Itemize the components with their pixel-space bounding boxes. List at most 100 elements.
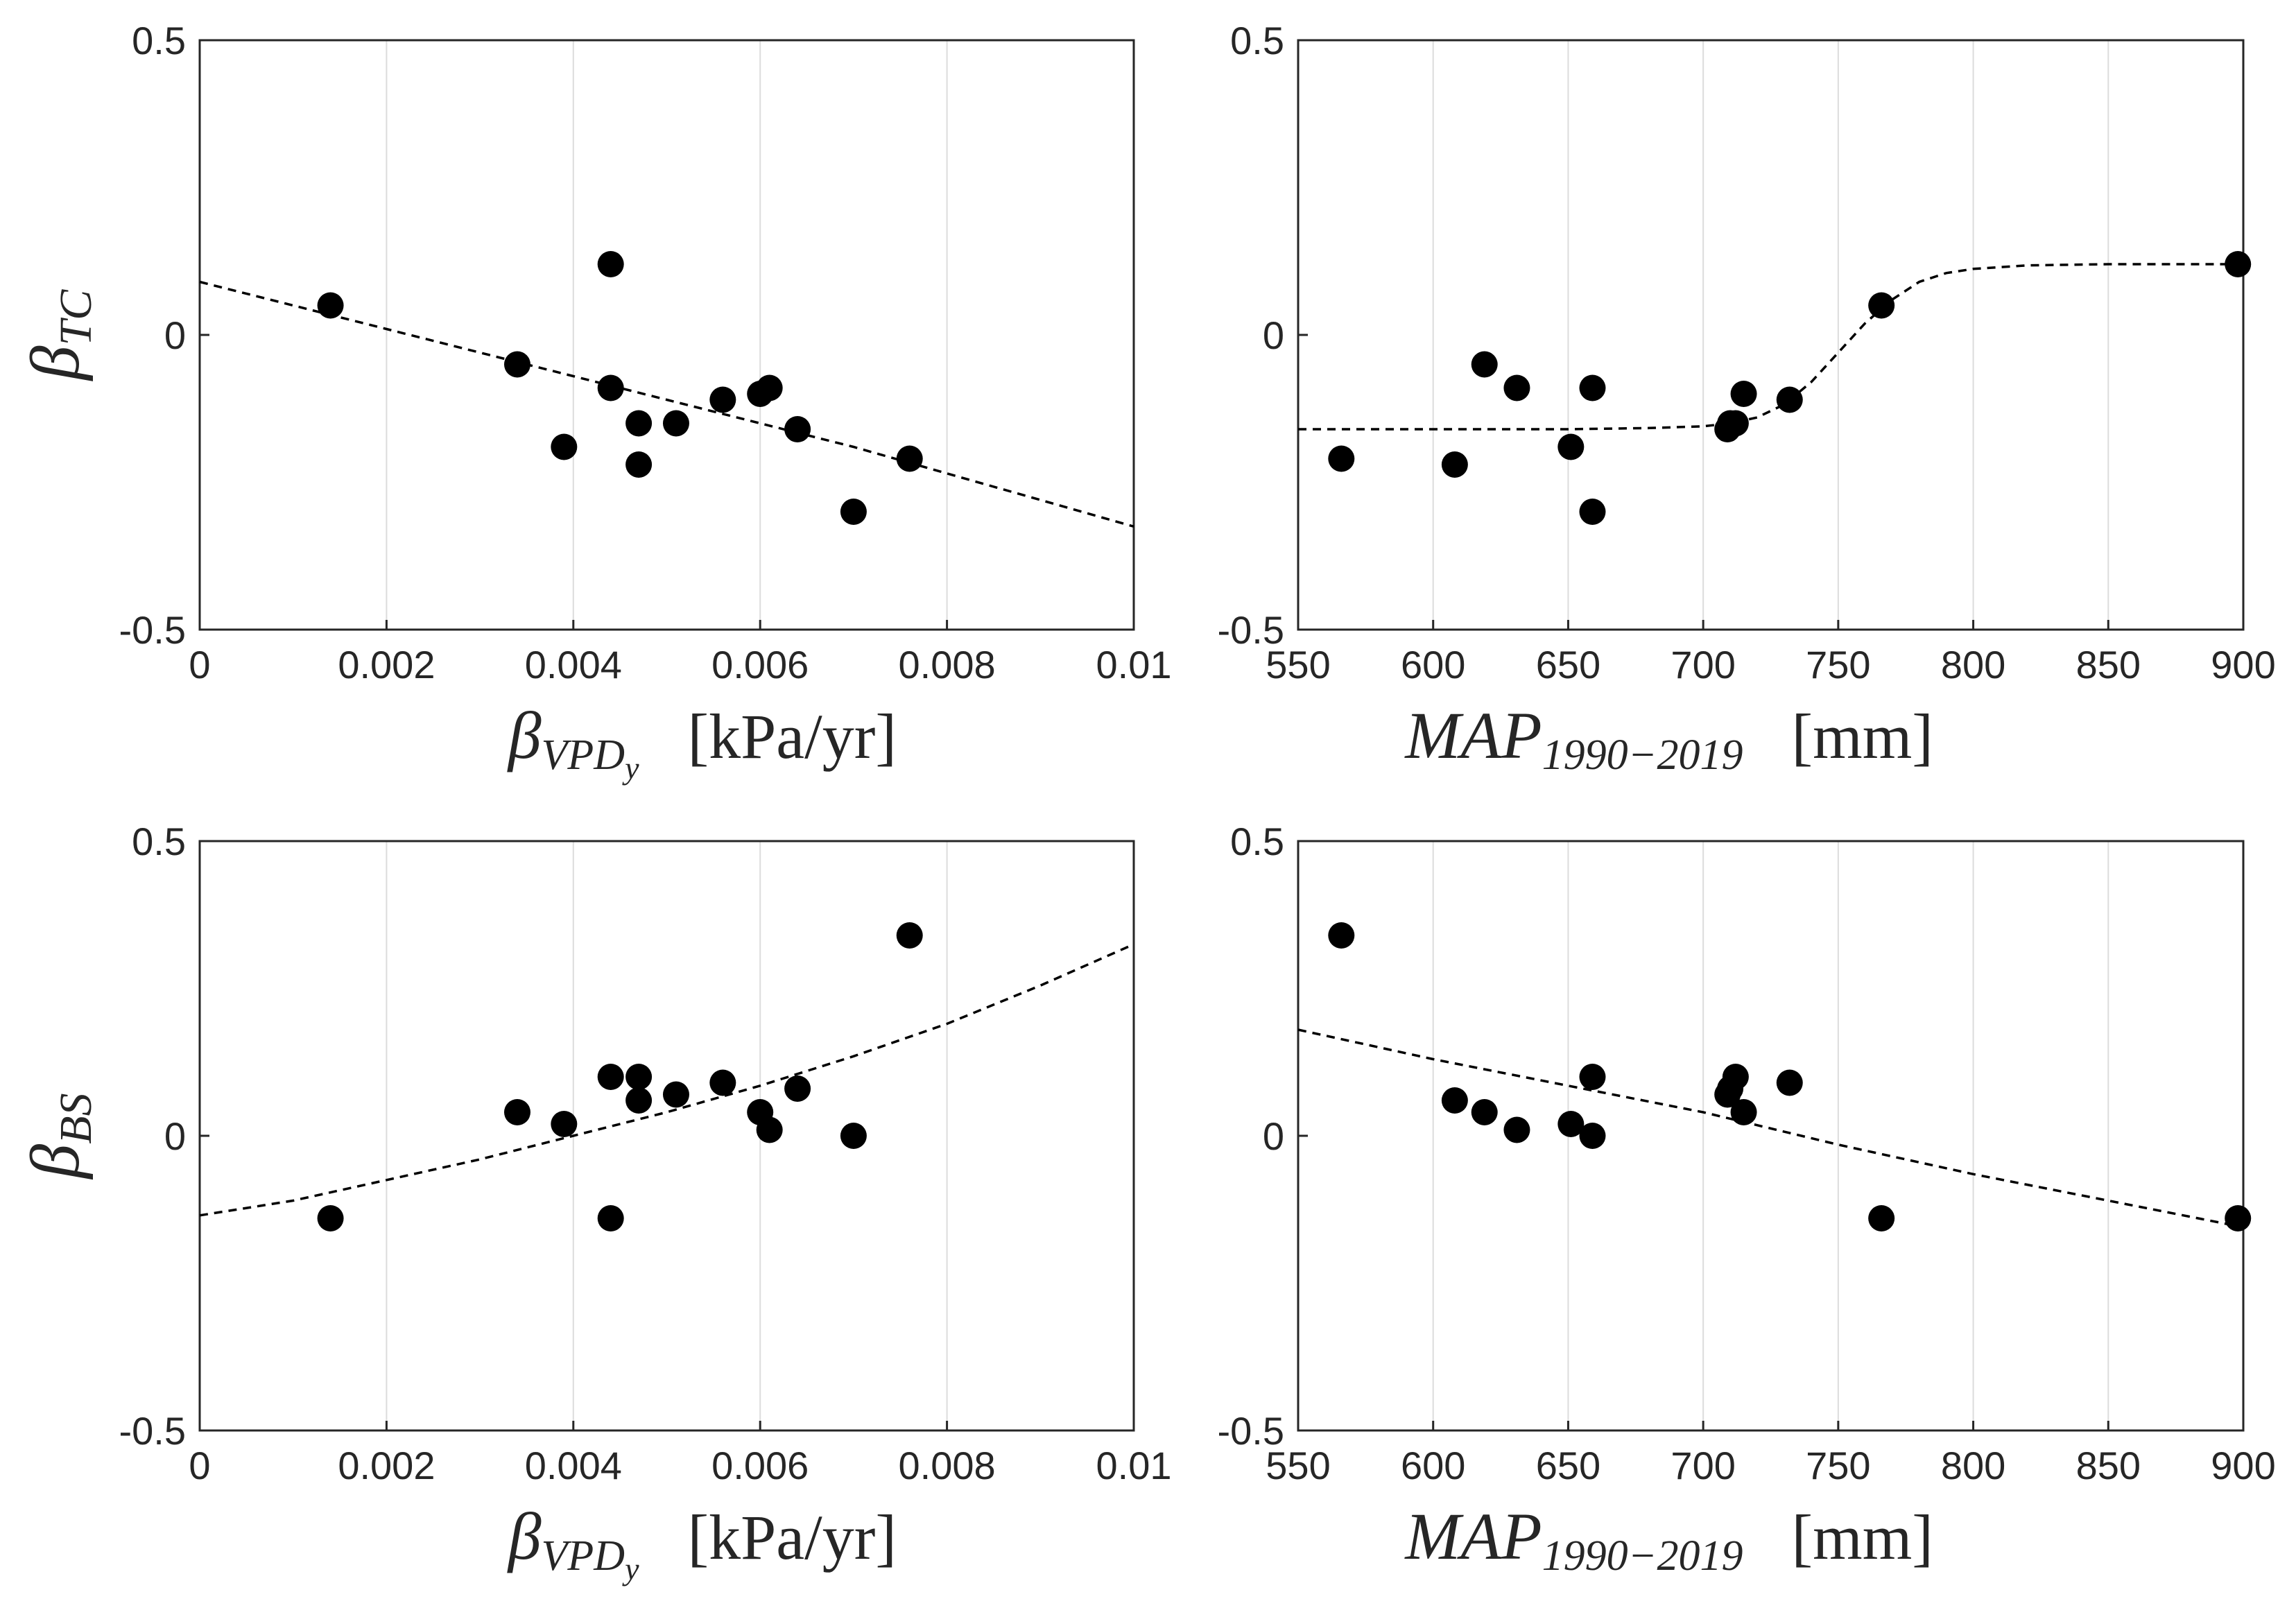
data-point	[597, 374, 624, 401]
data-point	[551, 433, 578, 460]
y-axis-label: βTC	[17, 289, 101, 382]
x-axis-symbol: MAP	[1404, 698, 1542, 772]
data-point	[1579, 1123, 1606, 1149]
y-tick-label: 0.5	[132, 820, 186, 863]
data-point	[1503, 374, 1530, 401]
x-axis-subscript: 1990−2019	[1542, 732, 1743, 779]
data-point	[1776, 1069, 1803, 1096]
data-point	[709, 1069, 736, 1096]
data-point	[662, 1081, 689, 1108]
y-axis-subscript: TC	[51, 289, 101, 346]
data-point	[625, 1087, 653, 1114]
y-axis-label: βBS	[17, 1093, 101, 1179]
data-point	[756, 1116, 783, 1143]
x-tick-label: 0.002	[338, 1444, 435, 1487]
y-tick-label: 0	[164, 313, 186, 357]
data-point	[1441, 451, 1468, 478]
x-axis-label: βVPDy	[507, 1499, 639, 1587]
y-tick-label: -0.5	[119, 1409, 187, 1453]
x-tick-label: 650	[1536, 643, 1600, 686]
x-axis-label: MAP1990−2019	[1404, 1499, 1743, 1580]
x-axis-label: βVPDy	[507, 698, 639, 786]
data-point	[1503, 1116, 1530, 1143]
data-point	[784, 1075, 811, 1102]
y-tick-label: 0.5	[1230, 820, 1284, 863]
x-tick-label: 650	[1536, 1444, 1600, 1487]
data-point	[1868, 292, 1895, 319]
y-axis-symbol: β	[17, 345, 94, 381]
x-tick-label: 0.006	[711, 1444, 809, 1487]
plot-area	[198, 39, 1135, 631]
data-point	[597, 1064, 624, 1090]
data-point	[1471, 1099, 1498, 1125]
plot-area	[198, 840, 1135, 1432]
data-point	[503, 351, 530, 378]
x-tick-label: 0.002	[338, 643, 435, 686]
data-point	[756, 374, 783, 401]
fit-curve	[199, 943, 1134, 1217]
data-point	[840, 499, 867, 525]
x-tick-label: 0.004	[525, 643, 622, 686]
data-point	[625, 1064, 653, 1090]
data-point	[1722, 1064, 1749, 1090]
data-point	[597, 1205, 624, 1231]
x-tick-label: 550	[1266, 643, 1330, 686]
data-point	[1579, 374, 1606, 401]
x-axis-label: MAP1990−2019	[1404, 698, 1743, 779]
data-point	[597, 251, 624, 277]
data-point	[1328, 445, 1355, 472]
x-tick-label: 900	[2211, 643, 2275, 686]
y-axis-subscript: BS	[51, 1093, 101, 1143]
x-axis-unit: [kPa/yr]	[688, 701, 897, 772]
data-point	[662, 410, 689, 437]
x-tick-label: 0	[189, 1444, 210, 1487]
data-point	[2225, 1205, 2252, 1231]
x-axis-unit: [mm]	[1792, 701, 1933, 772]
y-tick-label: -0.5	[1218, 1409, 1285, 1453]
x-tick-label: 0.008	[899, 1444, 996, 1487]
x-tick-label: 750	[1806, 1444, 1870, 1487]
data-point	[709, 386, 736, 413]
x-tick-label: 0.008	[899, 643, 996, 686]
data-point	[840, 1123, 867, 1149]
x-tick-label: 0	[189, 643, 210, 686]
x-tick-label: 0.01	[1096, 1444, 1172, 1487]
y-tick-label: 0.5	[132, 19, 186, 62]
fit-curve	[199, 280, 1134, 528]
y-axis-symbol: β	[17, 1144, 94, 1180]
data-point	[1868, 1205, 1895, 1231]
x-tick-label: 700	[1671, 1444, 1735, 1487]
data-point	[1730, 381, 1757, 407]
data-point	[317, 1205, 344, 1231]
data-point	[1328, 922, 1355, 949]
data-point	[625, 451, 653, 478]
x-axis-subscript: 1990−2019	[1542, 1532, 1743, 1580]
data-point	[1557, 1111, 1585, 1137]
data-point	[1557, 433, 1585, 460]
data-point	[2225, 251, 2252, 277]
data-point	[1730, 1099, 1757, 1125]
fit-curve	[1297, 1028, 2244, 1229]
x-tick-label: 550	[1266, 1444, 1330, 1487]
x-tick-label: 0.004	[525, 1444, 622, 1487]
x-tick-label: 700	[1671, 643, 1735, 686]
x-tick-label: 850	[2076, 1444, 2141, 1487]
x-tick-label: 0.006	[711, 643, 809, 686]
x-tick-label: 800	[1941, 643, 2005, 686]
data-point	[896, 445, 923, 472]
panel-tc-map: 550 600 650 700 750 800 850 900 -0.5 0 0.5 MAP1990−…	[1218, 19, 2276, 779]
plot-area	[1297, 39, 2245, 631]
data-point	[551, 1111, 578, 1137]
x-axis-subsubscript: y	[622, 750, 639, 786]
data-point	[625, 410, 653, 437]
x-axis-symbol: β	[507, 1499, 542, 1573]
data-point	[1441, 1087, 1468, 1114]
y-tick-label: 0	[1263, 1114, 1284, 1158]
y-tick-label: 0.5	[1230, 19, 1284, 62]
data-point	[1776, 386, 1803, 413]
y-tick-label: -0.5	[119, 608, 187, 652]
x-tick-label: 0.01	[1096, 643, 1172, 686]
